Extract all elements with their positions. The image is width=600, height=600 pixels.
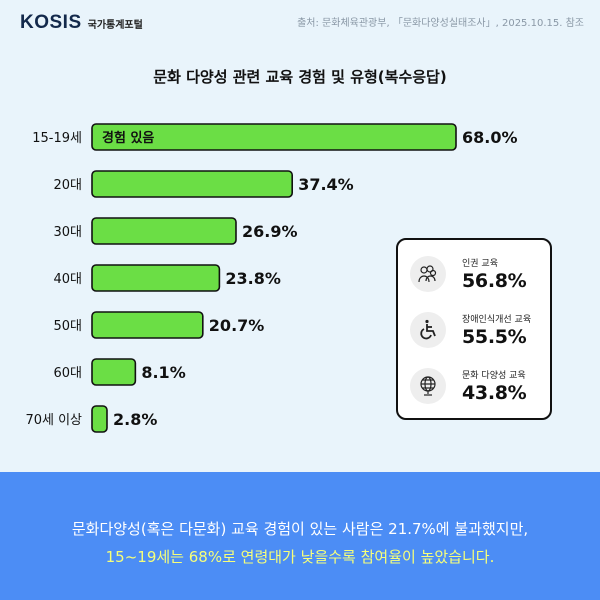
bar xyxy=(91,405,108,433)
summary-line-2: 15~19세는 68%로 연령대가 낮을수록 참여율이 높았습니다. xyxy=(105,548,495,566)
category-label: 50대 xyxy=(53,319,82,334)
value-label: 2.8% xyxy=(113,410,157,429)
chart-title: 문화 다양성 관련 교육 경험 및 유형(복수응답) xyxy=(153,68,447,86)
value-label: 20.7% xyxy=(209,316,265,335)
logo-text: KOSIS xyxy=(20,12,82,33)
panel-item-value: 43.8% xyxy=(462,382,527,404)
globe-icon xyxy=(410,368,446,404)
panel-item-disability: 장애인식개선 교육 55.5% xyxy=(410,306,550,356)
bar xyxy=(91,358,137,386)
category-label: 40대 xyxy=(53,272,82,287)
bar xyxy=(91,217,237,245)
category-label: 20대 xyxy=(53,178,82,193)
value-label: 8.1% xyxy=(141,363,185,382)
category-label: 60대 xyxy=(53,366,82,381)
panel-item-label: 인권 교육 xyxy=(462,259,498,269)
category-label: 70세 이상 xyxy=(25,413,82,428)
kosis-logo: KOSIS 국가통계포털 xyxy=(20,12,143,34)
panel-item-label: 장애인식개선 교육 xyxy=(462,315,532,325)
value-label: 68.0% xyxy=(462,128,518,147)
panel-item-value: 55.5% xyxy=(462,326,527,348)
series-label: 경험 있음 xyxy=(102,130,154,146)
bar xyxy=(91,264,221,292)
category-label: 15-19세 xyxy=(32,131,82,146)
panel-item-value: 56.8% xyxy=(462,270,527,292)
logo-subtitle: 국가통계포털 xyxy=(87,20,143,31)
summary-footer: 문화다양성(혹은 다문화) 교육 경험이 있는 사람은 21.7%에 불과했지만… xyxy=(0,472,600,600)
panel-item-human-rights: 인권 교육 56.8% xyxy=(410,250,550,300)
education-type-panel: 인권 교육 56.8% 장애인식개선 교육 55.5% 문화 다양성 교육 43… xyxy=(396,238,552,420)
value-label: 26.9% xyxy=(242,222,298,241)
source-note: 출처: 문화체육관광부, 「문화다양성실태조사」, 2025.10.15. 참조 xyxy=(297,18,584,29)
bar xyxy=(91,311,204,339)
panel-item-label: 문화 다양성 교육 xyxy=(462,371,526,381)
category-label: 30대 xyxy=(53,225,82,240)
wheelchair-icon xyxy=(410,312,446,348)
value-label: 23.8% xyxy=(225,269,281,288)
people-icon xyxy=(410,256,446,292)
summary-line-1: 문화다양성(혹은 다문화) 교육 경험이 있는 사람은 21.7%에 불과했지만… xyxy=(71,520,529,538)
panel-item-culture: 문화 다양성 교육 43.8% xyxy=(410,362,550,412)
bar xyxy=(91,170,293,198)
bar-chart: 15-19세 68.0% 경험 있음 20대 37.4% 30대 26.9% 40대 23.8%… xyxy=(25,123,518,433)
bar xyxy=(91,123,457,151)
value-label: 37.4% xyxy=(298,175,354,194)
